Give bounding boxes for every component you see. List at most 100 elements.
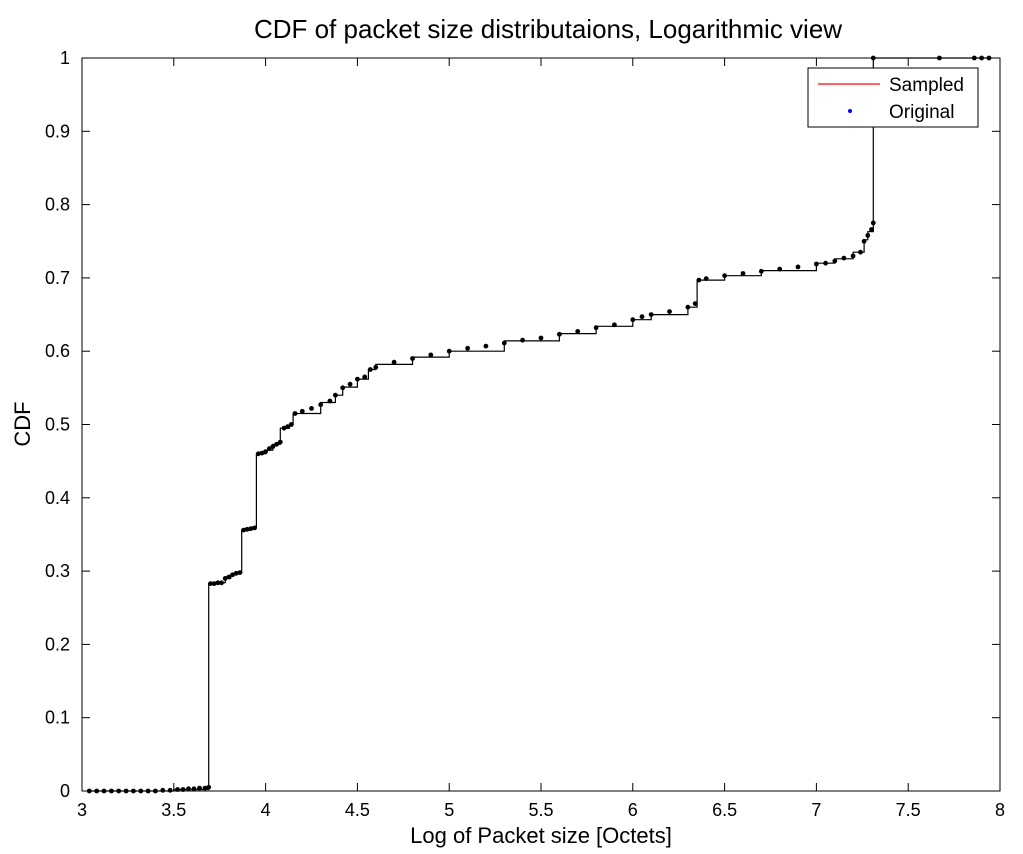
- series-original-point: [288, 422, 294, 427]
- series-original-point: [219, 580, 224, 586]
- series-original-point: [175, 787, 180, 792]
- series-original-point: [191, 786, 197, 792]
- series-original-point: [971, 55, 977, 61]
- series-original-point: [870, 55, 876, 61]
- y-tick-label: 0.5: [45, 415, 70, 435]
- legend-original-label: Original: [889, 102, 954, 123]
- legend-original-marker-swatch: [848, 109, 852, 113]
- series-original-point: [355, 376, 360, 382]
- series-original-point: [740, 271, 746, 276]
- y-axis-title: CDF: [10, 401, 35, 446]
- y-tick-label: 0: [60, 781, 70, 801]
- plot-area: [81, 57, 1001, 792]
- series-original-point: [252, 525, 257, 531]
- series-original-point: [270, 444, 276, 449]
- series-original-point: [145, 788, 151, 794]
- series-original-point: [116, 788, 122, 794]
- chart-title: CDF of packet size distributaions, Logar…: [254, 14, 842, 44]
- series-original-point: [722, 273, 727, 279]
- x-tick-label: 6: [628, 800, 638, 820]
- series-original-point: [858, 249, 863, 255]
- series-original-point: [160, 787, 166, 793]
- x-tick-label: 5.5: [528, 800, 553, 820]
- series-original-point: [501, 340, 507, 346]
- series-original-point: [123, 788, 129, 794]
- y-tick-label: 0.8: [45, 195, 70, 215]
- series-original-point: [230, 572, 236, 578]
- series-original-point: [208, 581, 213, 586]
- series-original-point: [373, 364, 379, 370]
- series-original-point: [237, 570, 243, 575]
- series-original-point: [241, 527, 247, 533]
- series-original-point: [630, 317, 636, 323]
- series-original-point: [483, 343, 489, 349]
- series-original-point: [937, 55, 942, 61]
- series-original-point: [446, 348, 452, 354]
- series-original-point: [692, 301, 698, 306]
- y-tick-label: 0.6: [45, 341, 70, 361]
- series-original-point: [979, 55, 984, 61]
- series-original-point: [233, 570, 239, 576]
- series-original-point: [248, 526, 254, 531]
- x-axis-title: Log of Packet size [Octets]: [410, 823, 672, 848]
- series-original-point: [197, 785, 202, 791]
- series-original-point: [777, 266, 783, 272]
- series-original-point: [299, 408, 305, 414]
- x-tick-label: 5: [444, 800, 454, 820]
- axis-ticks: 3 3.5 4 4.5 5 5.5 6 6.5 7 7.5 8 0 0.1 0.2 0.3 0.4 0.5 0.6…: [45, 48, 1005, 820]
- series-original-point: [538, 335, 544, 341]
- y-tick-label: 0.2: [45, 634, 70, 654]
- series-original-point: [557, 331, 562, 337]
- series-original-point: [109, 788, 114, 794]
- series-original-point: [138, 788, 144, 794]
- legend-sampled-label: Sampled: [889, 75, 964, 96]
- series-original-point: [832, 258, 838, 264]
- series-original-point: [814, 261, 819, 267]
- series-original-point: [86, 788, 92, 794]
- series-original-point: [758, 268, 764, 274]
- y-tick-label: 0.7: [45, 268, 70, 288]
- y-tick-label: 0.9: [45, 121, 70, 141]
- series-original-point: [309, 406, 314, 411]
- series-original-point: [648, 312, 654, 317]
- series-original-point: [244, 526, 250, 532]
- x-tick-label: 3: [77, 800, 87, 820]
- series-original-point: [274, 441, 279, 447]
- series-original-point: [823, 260, 828, 266]
- y-tick-label: 1: [60, 48, 70, 68]
- series-original-point: [703, 276, 709, 281]
- series-original-point: [277, 439, 283, 445]
- series-original-point: [850, 253, 856, 259]
- series-original-point: [266, 446, 272, 452]
- series-original-point: [986, 55, 992, 61]
- series-original-point: [612, 322, 617, 328]
- series-original-point: [575, 329, 581, 334]
- series-original-point: [865, 233, 871, 238]
- series-original-point: [186, 786, 191, 792]
- series-original-point: [211, 581, 217, 586]
- series-original-point: [367, 367, 373, 372]
- series-original-point: [428, 352, 434, 358]
- x-tick-label: 4: [261, 800, 271, 820]
- series-original-point: [318, 402, 324, 408]
- series-original-point: [222, 576, 228, 581]
- series-original-point: [327, 398, 333, 404]
- series-original-point: [667, 309, 672, 314]
- series-original-point: [206, 784, 212, 790]
- series-original-point: [255, 451, 261, 457]
- series-original-point: [861, 238, 867, 244]
- series-original-point: [520, 337, 525, 343]
- series-original-point: [465, 345, 470, 351]
- series-original-point: [131, 788, 136, 794]
- series-original-point: [869, 227, 874, 232]
- y-tick-label: 0.3: [45, 561, 70, 581]
- legend: Sampled Original: [807, 67, 979, 128]
- series-original-point: [94, 788, 100, 794]
- series-original-point: [870, 220, 876, 226]
- series-original-point: [333, 392, 338, 398]
- x-tick-label: 6.5: [712, 800, 737, 820]
- x-tick-label: 3.5: [161, 800, 186, 820]
- series-original-point: [362, 374, 368, 380]
- series-original-point: [347, 381, 353, 387]
